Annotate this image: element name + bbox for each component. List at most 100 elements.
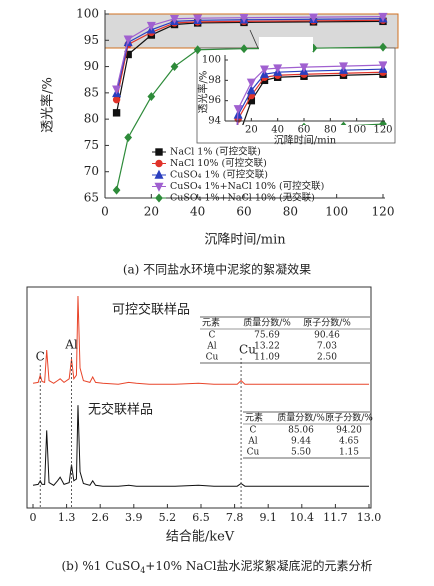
x-tick-label: 20 <box>144 205 159 219</box>
marker <box>112 185 121 195</box>
table-cell: Al <box>206 342 216 352</box>
x-tick-label: 6.5 <box>192 511 210 524</box>
table-cell: 90.46 <box>314 331 340 341</box>
inset-y-tick-label: 98 <box>208 75 221 86</box>
marker <box>193 45 202 55</box>
spectrum-frame <box>26 286 372 509</box>
marker <box>112 85 122 95</box>
table-cell: 94.20 <box>336 426 362 436</box>
marker <box>146 21 156 31</box>
peak-label: C <box>36 350 45 364</box>
marker <box>301 122 307 125</box>
marker <box>154 182 164 192</box>
marker <box>155 159 163 168</box>
inset-y-tick-label: 94 <box>208 116 221 127</box>
series-line <box>236 68 384 125</box>
marker <box>124 133 133 143</box>
table-cell: 75.69 <box>254 331 280 341</box>
table-cell: 1.15 <box>339 448 359 458</box>
series-line <box>115 16 384 90</box>
marker <box>154 169 164 179</box>
table-header: 元素 <box>202 317 220 329</box>
table-cell: 9.44 <box>291 437 311 447</box>
marker <box>112 109 121 117</box>
marker <box>240 44 248 54</box>
marker <box>379 119 387 125</box>
inset-y-tick-label: 100 <box>202 55 221 66</box>
annotation-bg <box>259 37 313 51</box>
y-axis-label: 透光率/% <box>40 77 56 133</box>
series-label: 无交联样品 <box>88 402 153 418</box>
marker <box>228 209 235 216</box>
marker <box>155 193 163 203</box>
series-line <box>115 18 384 94</box>
x-tick-label: 2.6 <box>91 511 109 524</box>
peak-label: Cu <box>239 343 256 357</box>
y-tick-label: 65 <box>84 191 99 205</box>
marker <box>273 64 283 74</box>
x-tick-label: 100 <box>325 205 348 219</box>
marker <box>246 85 256 95</box>
marker <box>259 65 270 75</box>
table-cell: Cu <box>247 448 260 458</box>
marker <box>338 62 349 72</box>
inset-frame <box>196 47 396 144</box>
spectrum-line <box>32 295 369 385</box>
marker <box>193 14 203 24</box>
connector <box>249 29 259 49</box>
marker <box>123 35 133 45</box>
x-tick-label: 11.7 <box>323 511 348 524</box>
marker <box>239 13 249 23</box>
x-tick-label: 10.4 <box>290 511 315 524</box>
caption: (b) %1 CuSO4+10% NaCl盐水泥浆絮凝底泥的元素分析 <box>62 558 373 575</box>
x-tick-label: 5.2 <box>159 511 177 524</box>
inset-y-axis-label: 透光率/% <box>197 71 210 114</box>
marker <box>340 121 347 125</box>
table-cell: Cu <box>206 353 219 363</box>
table-header: 质量分数/% <box>243 317 291 329</box>
table-cell: C <box>250 426 257 436</box>
y-tick-label: 80 <box>84 112 99 126</box>
y-tick-label: 95 <box>84 33 99 47</box>
x-axis-label: 结合能/keV <box>166 530 235 545</box>
x-tick-label: 9.1 <box>259 511 277 524</box>
x-tick-label: 120 <box>372 205 395 219</box>
x-tick-label: 40 <box>190 205 205 219</box>
inset-x-tick-label: 120 <box>373 125 392 136</box>
legend-label: NaCl 10% (可控交联) <box>170 157 267 169</box>
table-cell: 2.50 <box>317 353 337 363</box>
marker <box>246 78 256 88</box>
caption-part: 4 <box>140 566 145 575</box>
legend-label: CuSO₄ 1%+NaCl 10% (无交联) <box>170 192 315 204</box>
marker <box>378 12 388 22</box>
peak-label: Al <box>64 338 78 352</box>
x-tick-label: 0 <box>30 511 37 524</box>
y-tick-label: 90 <box>84 59 99 73</box>
marker <box>233 105 243 115</box>
x-tick-label: 80 <box>283 205 298 219</box>
marker <box>228 248 234 254</box>
inset-x-tick-label: 40 <box>271 125 284 136</box>
legend-label: NaCl 1% (可控交联) <box>170 146 261 158</box>
inset-plot <box>228 61 387 254</box>
marker <box>299 63 309 73</box>
table-cell: Al <box>247 437 257 447</box>
inset-x-tick-label: 60 <box>298 125 311 136</box>
plot: 0 20 40 60 80 100 12065707580859095100沉降时间/min… <box>30 7 395 575</box>
table-cell: 5.50 <box>291 448 311 458</box>
inset-y-tick-label: 96 <box>208 95 221 106</box>
table-cell: 4.65 <box>339 437 359 447</box>
table-cell: 7.03 <box>317 342 337 352</box>
series-line <box>115 19 384 100</box>
marker <box>379 42 387 52</box>
caption: (a) 不同盐水环境中泥浆的絮凝效果 <box>123 262 311 277</box>
marker <box>228 223 234 229</box>
y-tick-label: 75 <box>84 138 99 152</box>
inset-x-tick-label: 20 <box>245 125 258 136</box>
series-line <box>115 20 384 113</box>
table-cell: 13.22 <box>254 342 280 352</box>
marker <box>155 148 163 156</box>
caption-part: +10% NaCl盐水泥浆絮凝底泥的元素分析 <box>145 558 372 573</box>
marker <box>169 15 180 25</box>
